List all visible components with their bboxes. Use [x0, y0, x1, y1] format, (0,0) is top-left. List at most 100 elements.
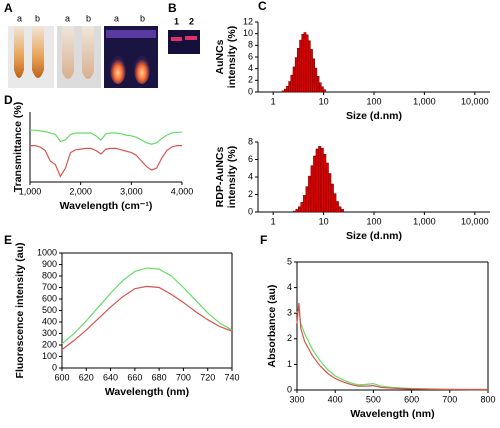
x-tick-label: 100: [366, 96, 381, 106]
y-tick-label: 4: [248, 63, 253, 73]
x-tick-label: 600: [404, 394, 419, 404]
lane-label: 1: [174, 16, 179, 26]
bar: [310, 49, 313, 93]
vial-glow: [110, 56, 126, 84]
y-tick-label: 4: [287, 282, 292, 292]
line-series: [61, 267, 233, 345]
x-axis-label: Wavelength (nm): [105, 386, 189, 398]
panel-label: B: [168, 1, 177, 15]
bar: [340, 209, 344, 213]
x-tick-label: 400: [328, 394, 343, 404]
y-axis-label: Fluorescence intensity (au): [14, 243, 26, 379]
x-tick-label: 300: [289, 394, 304, 404]
vial: [32, 26, 44, 78]
bar: [320, 147, 324, 213]
y-axis-label: RDP-AuNCs: [214, 147, 226, 208]
y-tick-label: 4: [248, 171, 253, 181]
y-tick-label: 600: [42, 293, 57, 303]
x-axis-label: Size (d.nm): [346, 230, 402, 242]
x-tick-label: 500: [366, 394, 381, 404]
bar: [284, 88, 287, 93]
y-axis-label: Absorbance (au): [266, 285, 278, 368]
bar: [308, 175, 312, 213]
lane-label: a: [114, 13, 119, 23]
lane-label: a: [17, 13, 22, 23]
bar: [318, 82, 322, 93]
bar: [310, 165, 314, 213]
y-tick-label: 0: [287, 384, 292, 394]
lane-label: b: [140, 13, 145, 23]
gel-band: [171, 37, 182, 41]
y-tick-label: 400: [42, 316, 57, 326]
x-tick-label: 800: [480, 394, 495, 404]
y-tick-label: 1000: [37, 247, 57, 257]
x-tick-label: 10,000: [461, 96, 489, 106]
bar: [307, 40, 311, 93]
x-tick-label: 3,000: [120, 186, 143, 196]
line-series: [296, 302, 488, 391]
bar: [323, 154, 327, 213]
y-tick-label: 300: [42, 328, 57, 338]
y-tick-label: 900: [42, 259, 57, 269]
y-tick-label: 1: [287, 359, 292, 369]
vial: [14, 26, 24, 78]
bar: [338, 206, 342, 213]
photo: [168, 30, 200, 54]
y-tick-label: 0: [248, 86, 253, 96]
bar: [299, 39, 302, 93]
x-axis-label: Wavelength (cm⁻¹): [60, 200, 153, 212]
y-tick-label: 8: [248, 40, 253, 50]
bar: [292, 66, 296, 93]
bar: [303, 195, 307, 213]
bar: [312, 58, 316, 93]
x-tick-label: 640: [103, 372, 118, 382]
y-tick-label: 6: [248, 154, 253, 164]
x-tick-label: 10,000: [461, 216, 489, 226]
x-tick-label: 2,000: [69, 186, 92, 196]
x-tick-label: 700: [442, 394, 457, 404]
bar: [330, 183, 334, 213]
panel-label: D: [4, 93, 13, 107]
x-tick-label: 700: [176, 372, 191, 382]
bar: [313, 155, 317, 213]
bar: [305, 186, 309, 213]
bar: [315, 148, 319, 213]
bar: [323, 89, 326, 93]
line-series: [61, 285, 233, 351]
x-tick-label: 1,000: [413, 216, 436, 226]
lane-label: b: [86, 13, 91, 23]
x-tick-label: 1,000: [19, 186, 42, 196]
x-axis-label: Wavelength (nm): [350, 408, 434, 420]
glow-band: [106, 30, 156, 38]
y-axis-label: Transmittance (%): [12, 102, 24, 192]
lane-label: a: [65, 13, 70, 23]
y-tick-label: 0: [52, 362, 57, 372]
panel-label: E: [4, 233, 12, 247]
y-tick-label: 200: [42, 339, 57, 349]
x-tick-label: 620: [79, 372, 94, 382]
bar: [290, 74, 294, 93]
x-axis-label: Size (d.nm): [346, 110, 402, 122]
bar: [303, 32, 307, 93]
line-series: [30, 145, 182, 178]
y-tick-label: 6: [248, 51, 253, 61]
x-tick-label: 660: [127, 372, 142, 382]
y-axis-label: AuNCs: [214, 39, 226, 74]
x-tick-label: 100: [366, 216, 381, 226]
y-tick-label: 8: [248, 136, 253, 146]
bar: [325, 162, 329, 213]
bar: [314, 67, 318, 93]
y-tick-label: 10: [243, 28, 253, 38]
x-tick-label: 680: [152, 372, 167, 382]
vial-glow: [134, 56, 150, 84]
gel-band: [185, 36, 197, 40]
y-tick-label: 0: [248, 206, 253, 216]
vial: [62, 26, 74, 79]
y-tick-label: 5: [287, 256, 292, 266]
y-tick-label: 12: [243, 16, 253, 26]
line-series: [296, 307, 488, 391]
panel-label: C: [258, 0, 267, 13]
bar: [286, 85, 289, 93]
y-tick-label: 3: [287, 308, 292, 318]
y-tick-label: 2: [248, 75, 253, 85]
